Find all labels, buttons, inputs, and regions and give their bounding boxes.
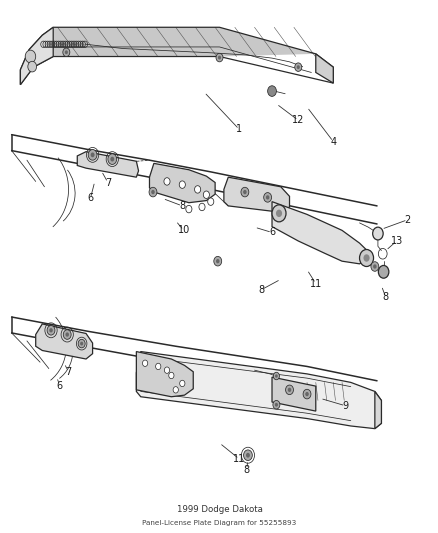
- Circle shape: [179, 181, 185, 188]
- Circle shape: [194, 185, 200, 193]
- Circle shape: [263, 192, 271, 202]
- Text: 1999 Dodge Dakota: 1999 Dodge Dakota: [176, 505, 262, 514]
- Circle shape: [267, 86, 276, 96]
- Polygon shape: [223, 177, 289, 212]
- Polygon shape: [53, 27, 315, 56]
- Text: 8: 8: [179, 201, 185, 211]
- Text: 2: 2: [404, 215, 410, 225]
- Text: 10: 10: [177, 225, 189, 236]
- Circle shape: [372, 227, 382, 240]
- Circle shape: [155, 364, 160, 369]
- Circle shape: [78, 340, 85, 348]
- Circle shape: [296, 65, 299, 69]
- Circle shape: [304, 392, 308, 396]
- Text: 8: 8: [243, 465, 249, 474]
- Circle shape: [285, 385, 293, 394]
- Text: 13: 13: [390, 236, 402, 246]
- Circle shape: [90, 152, 94, 157]
- Circle shape: [294, 63, 301, 71]
- Circle shape: [213, 256, 221, 266]
- Circle shape: [173, 386, 178, 393]
- Polygon shape: [35, 324, 92, 359]
- Circle shape: [49, 328, 53, 333]
- Text: 6: 6: [87, 193, 93, 204]
- Circle shape: [207, 198, 213, 205]
- Circle shape: [80, 342, 83, 345]
- Circle shape: [273, 372, 279, 379]
- Circle shape: [163, 177, 170, 185]
- Circle shape: [370, 262, 378, 271]
- Circle shape: [243, 450, 252, 461]
- Circle shape: [142, 360, 148, 367]
- Circle shape: [372, 264, 376, 269]
- Polygon shape: [136, 352, 381, 429]
- Circle shape: [88, 150, 97, 160]
- Circle shape: [63, 330, 71, 340]
- Text: 7: 7: [65, 367, 71, 377]
- Circle shape: [272, 205, 286, 222]
- Text: 4: 4: [329, 136, 336, 147]
- Text: 8: 8: [258, 285, 264, 295]
- Circle shape: [63, 48, 70, 56]
- Circle shape: [287, 387, 291, 392]
- Circle shape: [25, 50, 35, 63]
- Circle shape: [378, 265, 388, 278]
- Circle shape: [363, 254, 369, 262]
- Polygon shape: [136, 352, 193, 397]
- Circle shape: [272, 400, 279, 409]
- Circle shape: [203, 191, 209, 198]
- Text: 12: 12: [291, 115, 304, 125]
- Circle shape: [215, 53, 223, 62]
- Circle shape: [240, 187, 248, 197]
- Polygon shape: [374, 391, 381, 429]
- Circle shape: [65, 333, 69, 337]
- Polygon shape: [315, 54, 332, 83]
- Polygon shape: [20, 27, 53, 85]
- Circle shape: [28, 61, 36, 72]
- Circle shape: [185, 205, 191, 213]
- Circle shape: [265, 195, 269, 199]
- Circle shape: [359, 249, 373, 266]
- Circle shape: [149, 187, 156, 197]
- Circle shape: [215, 259, 219, 263]
- Circle shape: [217, 55, 221, 60]
- Circle shape: [245, 453, 249, 458]
- Text: 6: 6: [268, 228, 275, 238]
- Text: 6: 6: [57, 381, 63, 391]
- Circle shape: [108, 154, 117, 165]
- Circle shape: [243, 190, 246, 194]
- Text: Panel-License Plate Diagram for 55255893: Panel-License Plate Diagram for 55255893: [142, 520, 296, 526]
- Circle shape: [47, 326, 55, 335]
- Circle shape: [151, 190, 155, 194]
- Circle shape: [168, 372, 173, 378]
- Text: 11: 11: [233, 454, 245, 464]
- Polygon shape: [77, 152, 138, 177]
- Circle shape: [276, 209, 282, 217]
- Circle shape: [110, 157, 114, 161]
- Text: 7: 7: [105, 177, 111, 188]
- Circle shape: [302, 389, 310, 399]
- Circle shape: [179, 380, 184, 386]
- Text: 11: 11: [309, 279, 321, 288]
- Polygon shape: [149, 164, 215, 203]
- Circle shape: [164, 367, 169, 373]
- Circle shape: [274, 403, 277, 407]
- Circle shape: [65, 50, 68, 54]
- Polygon shape: [272, 201, 372, 264]
- Text: 1: 1: [236, 124, 242, 134]
- Circle shape: [198, 203, 205, 211]
- Text: 9: 9: [342, 401, 348, 411]
- Polygon shape: [272, 377, 315, 411]
- Text: 8: 8: [382, 292, 388, 302]
- Circle shape: [274, 374, 277, 378]
